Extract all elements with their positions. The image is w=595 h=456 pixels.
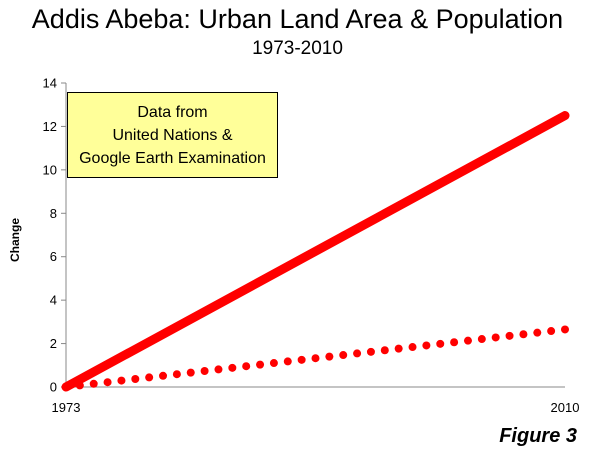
series-dot	[172, 370, 181, 379]
series-dot	[131, 375, 140, 384]
series-dot	[547, 327, 556, 336]
x-tick-label: 2010	[551, 400, 580, 415]
series-dot	[339, 351, 348, 360]
series-dot	[145, 373, 154, 382]
y-tick-label: 8	[50, 206, 57, 221]
series-dot	[283, 357, 292, 366]
figure-label: Figure 3	[499, 425, 577, 447]
series-dot	[200, 367, 209, 376]
x-tick-label: 1973	[52, 400, 81, 415]
series-dot	[159, 371, 168, 380]
chart-title: Addis Abeba: Urban Land Area & Populatio…	[31, 4, 564, 34]
series-dot	[408, 343, 417, 352]
chart-subtitle: 1973-2010	[252, 38, 343, 59]
series-dot	[477, 335, 486, 344]
note-line: United Nations &	[112, 126, 233, 144]
series-dot	[62, 383, 70, 391]
series-dot	[463, 336, 472, 345]
series-dot	[325, 352, 334, 361]
series-dot	[256, 360, 265, 369]
y-tick-label: 4	[50, 293, 57, 308]
series-dot	[103, 378, 112, 387]
series-dot	[394, 344, 403, 353]
series-dot	[505, 331, 514, 340]
series-dot	[242, 362, 251, 371]
series-dot	[380, 346, 389, 355]
series-dot	[366, 347, 375, 356]
series-dot	[117, 376, 126, 385]
series-layer	[61, 111, 570, 392]
series-dot	[450, 338, 459, 347]
data-source-note: Data from United Nations & Google Earth …	[67, 92, 278, 178]
y-tick-label: 2	[50, 336, 57, 351]
series-dot	[186, 368, 195, 377]
y-tick-label: 14	[43, 76, 57, 91]
x-ticks: 1973 2010	[52, 400, 580, 415]
y-ticks: 0 2 4 6 8 10 12 14	[43, 76, 66, 395]
series-dot	[311, 354, 320, 363]
series-line-dotted	[62, 325, 569, 391]
series-dot	[269, 359, 278, 368]
y-tick-label: 12	[43, 119, 57, 134]
series-dot	[519, 330, 528, 339]
series-dot	[533, 328, 542, 337]
series-dot	[89, 379, 98, 388]
y-axis-label: Change	[8, 217, 22, 263]
series-line-solid	[61, 111, 570, 392]
y-tick-label: 0	[50, 380, 57, 395]
y-tick-label: 6	[50, 249, 57, 264]
series-dot	[436, 339, 445, 348]
note-line: Google Earth Examination	[79, 149, 266, 167]
series-dot	[422, 341, 431, 350]
series-dot	[491, 333, 500, 342]
series-dot	[228, 363, 237, 372]
series-dot	[353, 349, 362, 358]
series-dot	[214, 365, 223, 374]
note-line: Data from	[137, 103, 208, 121]
series-dot	[297, 355, 306, 364]
series-dot	[75, 381, 84, 390]
series-dot	[561, 325, 569, 334]
y-tick-label: 10	[43, 162, 57, 177]
